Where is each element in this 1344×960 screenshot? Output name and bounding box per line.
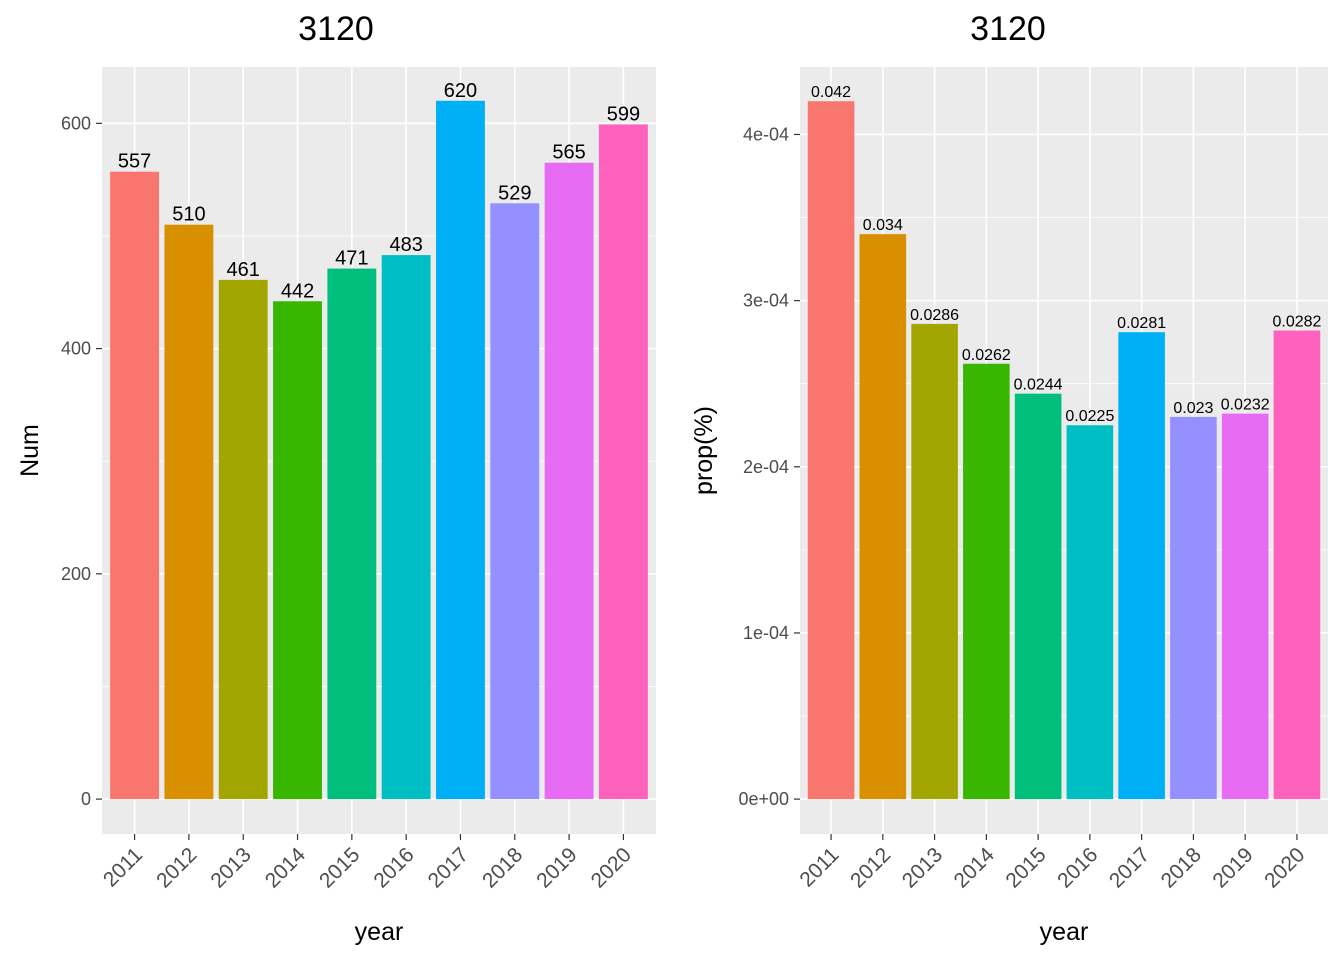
y-tick-label: 3e-04 — [743, 291, 789, 311]
bar-2020 — [598, 124, 648, 800]
y-tick-label: 400 — [61, 339, 91, 359]
y-axis-label: Num — [16, 424, 44, 477]
data-label: 0.042 — [811, 84, 851, 101]
data-label: 0.0232 — [1221, 397, 1270, 414]
x-tick-label: 2018 — [1157, 843, 1206, 892]
bar-2016 — [381, 255, 431, 800]
bar-2015 — [1014, 393, 1062, 800]
data-label: 0.0225 — [1065, 408, 1114, 425]
chart-right: 3120 0e+00 1e-04 2e-04 3e-04 4e-04 0.042 0.034… — [672, 0, 1344, 960]
data-label: 0.0262 — [962, 347, 1011, 364]
data-label: 471 — [335, 248, 368, 270]
data-label: 565 — [552, 142, 585, 164]
x-tick-label: 2019 — [1208, 843, 1257, 892]
data-label: 0.0282 — [1272, 314, 1321, 331]
y-tick-label: 0 — [81, 789, 91, 809]
bar-2013 — [911, 323, 958, 800]
x-tick-label: 2012 — [846, 843, 895, 892]
chart-left-svg: 0 200 400 600 557 510 461 442 471 483 620 529 565 599… — [16, 67, 656, 946]
x-tick-label: 2016 — [1053, 843, 1102, 892]
bar-2019 — [544, 162, 594, 800]
data-label: 510 — [172, 204, 205, 226]
data-label: 0.023 — [1173, 400, 1213, 417]
bar-2012 — [859, 234, 907, 800]
bar-2017 — [436, 100, 485, 800]
data-label: 483 — [389, 234, 422, 256]
chart-title: 3120 — [970, 10, 1046, 48]
x-tick-label: 2014 — [261, 843, 311, 893]
data-label: 461 — [227, 259, 260, 281]
x-tick-label: 2016 — [369, 843, 418, 892]
bar-2018 — [490, 203, 540, 800]
x-tick-label: 2020 — [1260, 843, 1309, 892]
bar-2011 — [110, 171, 160, 800]
data-label: 0.0281 — [1117, 315, 1166, 332]
bar-2016 — [1066, 425, 1114, 800]
x-tick-label: 2019 — [532, 843, 581, 892]
bar-2017 — [1118, 332, 1165, 800]
data-label: 620 — [444, 80, 477, 102]
y-tick-label: 1e-04 — [743, 623, 789, 643]
bar-2013 — [218, 279, 268, 800]
x-axis-label: year — [1040, 918, 1089, 946]
bar-2014 — [273, 301, 322, 800]
data-label: 442 — [281, 280, 314, 302]
data-label: 529 — [498, 182, 531, 204]
x-tick-label: 2017 — [1105, 843, 1154, 892]
x-tick-label: 2011 — [99, 843, 147, 891]
x-tick-label: 2013 — [206, 843, 255, 892]
bar-2011 — [807, 101, 855, 800]
y-axis-label: prop(%) — [690, 406, 718, 495]
bar-2015 — [327, 268, 377, 800]
chart-right-svg: 0e+00 1e-04 2e-04 3e-04 4e-04 0.042 0.034 0.028… — [690, 67, 1328, 946]
y-tick-label: 200 — [61, 564, 91, 584]
x-tick-label: 2018 — [478, 843, 527, 892]
y-tick-label: 2e-04 — [743, 457, 789, 477]
chart-left: 3120 0 200 400 600 557 510 461 442 471 483 620 529 5… — [16, 10, 656, 946]
x-tick-label: 2014 — [950, 843, 1000, 893]
bar-2018 — [1170, 416, 1217, 800]
y-tick-label: 4e-04 — [743, 124, 789, 144]
bar-2020 — [1273, 330, 1321, 800]
x-axis-label: year — [355, 918, 404, 946]
data-label: 557 — [118, 151, 151, 173]
x-tick-label: 2012 — [152, 843, 201, 892]
data-label: 0.0286 — [910, 307, 959, 324]
x-tick-label: 2013 — [898, 843, 947, 892]
data-label: 599 — [607, 103, 640, 125]
x-tick-label: 2015 — [315, 843, 364, 892]
bar-2012 — [164, 224, 214, 800]
bar-2014 — [963, 363, 1010, 800]
y-tick-label: 0e+00 — [738, 789, 789, 809]
x-tick-label: 2011 — [795, 843, 843, 891]
x-tick-label: 2017 — [424, 843, 473, 892]
chart-title: 3120 — [298, 10, 374, 48]
y-tick-label: 600 — [61, 113, 91, 133]
data-label: 0.034 — [863, 217, 903, 234]
data-label: 0.0244 — [1014, 377, 1063, 394]
x-tick-label: 2015 — [1001, 843, 1050, 892]
x-tick-label: 2020 — [587, 843, 636, 892]
bar-2019 — [1221, 413, 1269, 800]
